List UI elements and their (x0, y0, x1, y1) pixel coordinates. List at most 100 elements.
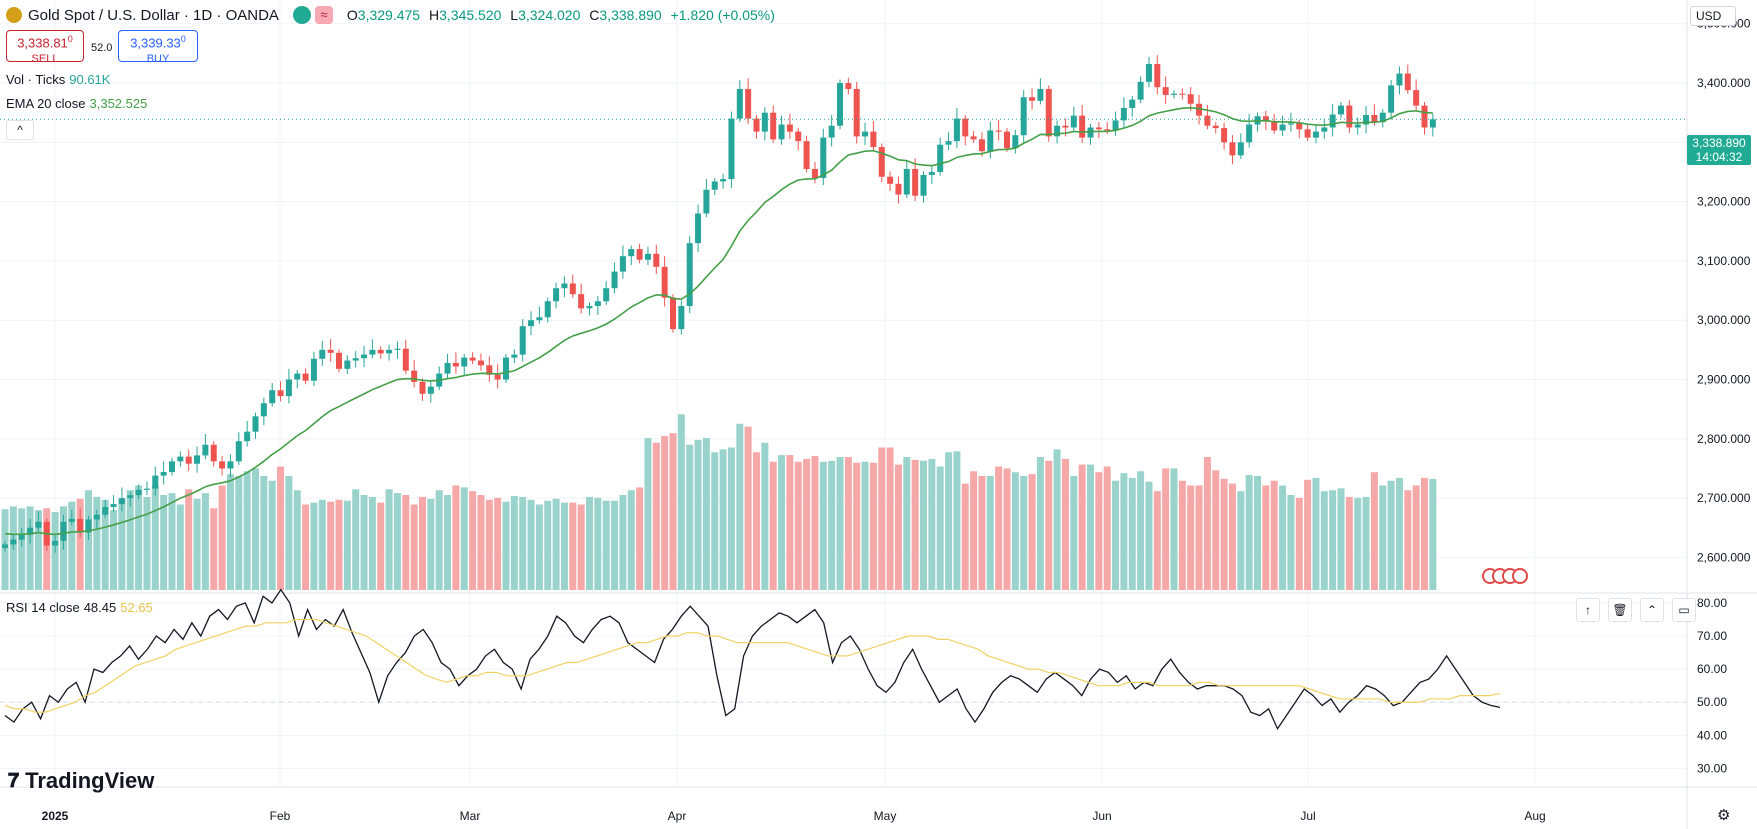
sell-button[interactable]: 3,338.810 SELL (6, 30, 84, 65)
collapse-legend-button[interactable]: ^ (6, 120, 34, 140)
volume-bar (519, 496, 527, 590)
candle-body (770, 112, 777, 140)
volume-bar (535, 504, 543, 590)
volume-bar (1220, 478, 1228, 590)
volume-bar (861, 461, 869, 590)
buy-button[interactable]: 3,339.330 BUY (118, 30, 198, 65)
economic-events[interactable] (1482, 568, 1528, 584)
delete-icon[interactable]: 🗑 (1608, 598, 1632, 622)
candle (603, 281, 610, 305)
open-label: O (346, 7, 358, 23)
candle (202, 434, 209, 459)
low-value: 3,324.020 (518, 7, 581, 23)
volume-bar (1245, 475, 1253, 590)
candle-body (720, 179, 727, 182)
volume-bar (995, 466, 1003, 590)
volume-legend[interactable]: Vol · Ticks 90.61K (6, 72, 110, 87)
collapse-pane-icon[interactable]: ⌃ (1640, 598, 1664, 622)
volume-bar (527, 499, 535, 590)
candle-body (1129, 99, 1136, 108)
candle (661, 256, 668, 307)
candle (1421, 101, 1428, 135)
candle (1179, 88, 1186, 100)
candle (912, 158, 919, 202)
symbol-header: Gold Spot / U.S. Dollar · 1D · OANDA ≈ O… (6, 5, 780, 25)
time-axis-label: May (874, 809, 897, 823)
ema-legend[interactable]: EMA 20 close 3,352.525 (6, 96, 147, 111)
candle (419, 378, 426, 401)
tradingview-logo[interactable]: 𝟕 TradingView (8, 768, 154, 794)
time-axis-label: 2025 (42, 809, 69, 823)
move-up-icon[interactable]: ↑ (1576, 598, 1600, 622)
us-flag-icon[interactable] (1512, 568, 1528, 584)
volume-bar (869, 462, 877, 590)
candle-body (160, 472, 167, 476)
candle-body (1363, 115, 1370, 125)
candle (720, 173, 727, 189)
candle-body (377, 349, 384, 354)
time-axis-label: Aug (1524, 809, 1545, 823)
candle-body (1104, 129, 1111, 131)
candle-body (252, 416, 259, 432)
volume-bar (753, 452, 760, 590)
candle (1020, 90, 1027, 143)
volume-bar (1421, 477, 1428, 590)
candle-body (1145, 64, 1152, 82)
price-tick-label: 2,600.000 (1697, 550, 1751, 564)
volume-bar (669, 433, 677, 590)
volume-bar (1128, 477, 1136, 590)
data-source-icon[interactable]: ≈ (314, 6, 333, 24)
candle (962, 115, 969, 146)
candle (327, 339, 334, 362)
volume-bar (68, 501, 76, 590)
candle-body (310, 358, 317, 381)
symbol-title[interactable]: Gold Spot / U.S. Dollar · 1D · OANDA (28, 6, 279, 24)
candle (628, 245, 635, 266)
candle-body (569, 283, 576, 295)
candle-body (1379, 112, 1386, 123)
volume-bar (552, 498, 560, 590)
tradingview-mark-icon: 𝟕 (8, 769, 20, 792)
candle-body (1112, 120, 1119, 131)
volume-bar (1170, 468, 1178, 590)
volume-bar (277, 466, 285, 590)
candle (18, 527, 25, 547)
volume-bar (903, 457, 911, 590)
volume-bar (393, 493, 401, 590)
volume-bar (1195, 485, 1203, 590)
candle (77, 508, 84, 538)
candle (1037, 78, 1044, 105)
candle (1396, 66, 1403, 95)
currency-select[interactable]: USD (1690, 6, 1736, 26)
candle-body (1262, 116, 1269, 121)
rsi-line (4, 588, 1501, 731)
candle-body (194, 455, 201, 464)
candle-body (18, 534, 25, 540)
rsi-legend-value: 48.45 (83, 600, 117, 615)
candle (853, 81, 860, 144)
candle (928, 166, 935, 184)
volume-bar (343, 500, 351, 590)
volume-bar (844, 457, 852, 590)
candle (361, 345, 368, 368)
volume-bar (778, 455, 786, 590)
candle-body (1354, 124, 1361, 128)
volume-bar (1429, 478, 1437, 590)
candle (995, 119, 1002, 141)
candle-body (469, 357, 476, 361)
candle-body (703, 189, 710, 214)
volume-bar (452, 485, 460, 590)
candle-body (636, 249, 643, 260)
volume-bar (602, 500, 610, 590)
rsi-legend[interactable]: RSI 14 close 48.45 52.65 (6, 600, 153, 615)
settings-gear-icon[interactable]: ⚙ (1717, 807, 1731, 824)
maximize-pane-icon[interactable]: ▭ (1672, 598, 1696, 622)
market-status-icon[interactable] (292, 6, 311, 24)
candle (469, 352, 476, 365)
candle (837, 79, 843, 130)
rsi-tick-label: 70.00 (1697, 629, 1727, 643)
candle (903, 160, 910, 199)
time-axis-label: Apr (668, 809, 687, 823)
volume-bar (727, 447, 735, 590)
